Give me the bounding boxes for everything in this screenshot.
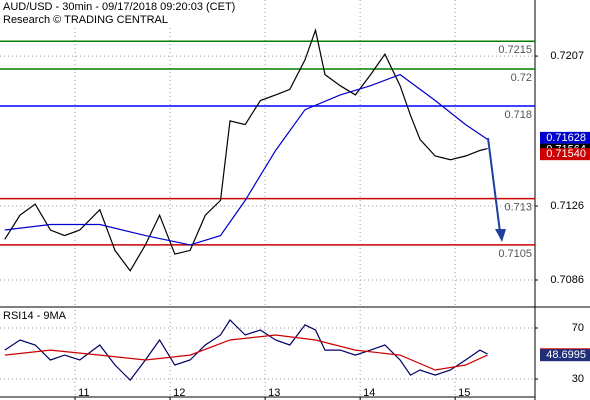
series-line — [4, 319, 488, 382]
chart-subtitle: Research © TRADING CENTRAL — [3, 14, 168, 26]
level-label: 0.713 — [504, 201, 532, 213]
level-label: 0.718 — [504, 109, 532, 121]
chart-title: AUD/USD - 30min - 09/17/2018 09:20:03 (C… — [3, 1, 235, 13]
arrow-head — [495, 229, 506, 242]
price-marker — [540, 148, 590, 161]
x-tick-label: 11 — [78, 387, 89, 399]
series-line — [4, 28, 488, 272]
x-tick-label: 14 — [363, 387, 375, 399]
price-marker — [540, 349, 590, 362]
x-tick-label: 12 — [173, 387, 185, 399]
level-label: 0.72 — [511, 72, 532, 84]
y-tick-label: 70 — [572, 322, 584, 334]
price-marker-label: 48.6995 — [546, 349, 586, 361]
y-tick-label: 0.7126 — [550, 200, 584, 212]
level-label: 0.7215 — [498, 44, 532, 56]
series-line — [4, 73, 488, 246]
y-tick-label: 30 — [572, 373, 584, 385]
title-background — [0, 0, 232, 26]
price-marker-label: 0.71540 — [546, 148, 586, 160]
level-label: 0.7105 — [498, 248, 532, 260]
panel-title: RSI14 - 9MA — [3, 310, 67, 322]
series-line — [4, 334, 488, 371]
x-tick-label: 13 — [268, 387, 280, 399]
price-marker — [540, 131, 590, 144]
forecast-arrow — [487, 137, 501, 233]
y-tick-label: 0.7207 — [550, 50, 584, 62]
price-marker-label: 0.71628 — [546, 132, 586, 144]
y-tick-label: 0.7086 — [550, 274, 584, 286]
x-tick-label: 15 — [458, 387, 470, 399]
